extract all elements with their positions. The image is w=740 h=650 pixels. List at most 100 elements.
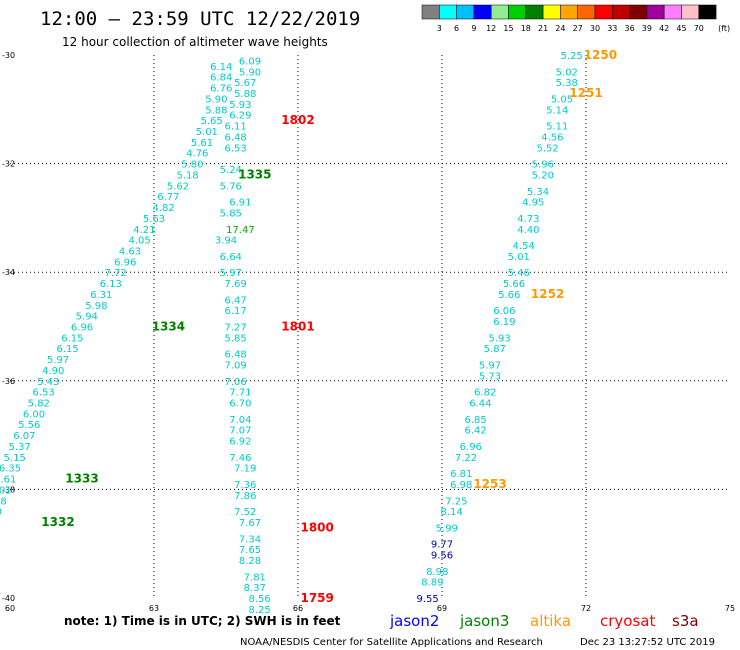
wave-height-value: 4.95 <box>522 198 544 209</box>
scale-swatch <box>577 4 596 20</box>
scale-swatch <box>612 4 630 20</box>
y-tick-label: -40 <box>2 594 15 603</box>
wave-height-value: 6.64 <box>220 252 242 263</box>
scale-swatch <box>560 4 578 20</box>
pass-time-label: 1251 <box>569 86 602 100</box>
chart-title: 12:00 – 23:59 UTC 12/22/2019 <box>40 8 360 30</box>
wave-height-value: 6.01 <box>0 485 12 496</box>
wave-height-value: 5.25 <box>560 51 582 62</box>
wave-height-value: 5.96 <box>532 160 554 171</box>
wave-height-value: 8.28 <box>239 556 261 567</box>
wave-height-value: 5.90 <box>239 67 261 78</box>
scale-label: 15 <box>503 24 513 33</box>
wave-height-value: 6.47 <box>224 295 246 306</box>
wave-height-value: 7.22 <box>455 453 477 464</box>
satellite-legend-cryosat: cryosat <box>600 612 655 630</box>
wave-height-value: 7.25 <box>445 496 467 507</box>
scale-swatch <box>439 4 457 20</box>
wave-height-value: 6.91 <box>229 198 251 209</box>
wave-height-value: 5.61 <box>191 138 213 149</box>
wave-height-value: 4.05 <box>128 236 150 247</box>
wave-height-value: 5.98 <box>85 301 107 312</box>
chart-subtitle: 12 hour collection of altimeter wave hei… <box>62 35 328 49</box>
scale-swatch <box>681 4 700 20</box>
wave-height-value: 6.15 <box>61 333 83 344</box>
wave-height-value: 7.04 <box>229 415 251 426</box>
pass-time-label: 1801 <box>281 320 314 334</box>
wave-height-value: 5.94 <box>76 312 98 323</box>
scale-label: 3 <box>437 24 442 33</box>
x-tick-label: 72 <box>581 604 591 613</box>
satellite-legend-jason3: jason3 <box>459 612 509 630</box>
wave-height-value: 5.99 <box>436 523 458 534</box>
wave-height-value: 7.07 <box>229 426 251 437</box>
wave-height-value: 4.56 <box>541 132 563 143</box>
wave-height-value: 4.82 <box>152 203 174 214</box>
wave-height-value: 5.24 <box>220 165 242 176</box>
wave-height-value: 7.72 <box>104 268 126 279</box>
x-tick-label: 63 <box>149 604 159 613</box>
wave-height-value: 7.81 <box>244 572 266 583</box>
wave-height-value: 6.76 <box>210 84 232 95</box>
axis-ticks: 60 63 66 69 72 75 -30 -32 -34 -36 -38 -40 <box>2 51 735 613</box>
wave-height-value: 7.46 <box>229 453 251 464</box>
scale-label: 30 <box>590 24 600 33</box>
wave-height-value: 4.63 <box>119 246 141 257</box>
wave-height-value: 5.65 <box>200 116 222 127</box>
scale-swatch <box>629 4 648 20</box>
wave-height-value: 7.34 <box>239 534 261 545</box>
y-tick-label: -30 <box>2 51 15 60</box>
scale-label: 6 <box>454 24 459 33</box>
scale-swatch <box>508 4 527 20</box>
x-tick-label: 66 <box>293 604 303 613</box>
wave-height-value: 9.77 <box>431 540 453 551</box>
wave-height-value: 5.56 <box>18 420 40 431</box>
wave-height-value: 5.61 <box>0 475 16 486</box>
wave-height-value: 8.56 <box>248 594 270 605</box>
x-tick-label: 60 <box>5 604 15 613</box>
wave-height-value: 5.66 <box>503 279 525 290</box>
scale-swatch <box>698 4 717 20</box>
wave-height-value: 4.54 <box>512 241 534 252</box>
color-scale-legend: 3 6 9 12 15 18 21 24 27 30 33 36 39 42 45 70 (ft) <box>421 4 730 33</box>
scale-label: 36 <box>625 24 635 33</box>
wave-height-value: 6.00 <box>23 409 45 420</box>
scale-swatch <box>525 4 544 20</box>
wave-height-value: 7.52 <box>234 507 256 518</box>
wave-height-value: 6.85 <box>464 415 486 426</box>
wave-height-value: 5.97 <box>47 355 69 366</box>
wave-height-value: 5.62 <box>167 181 189 192</box>
wave-height-value: 8.98 <box>426 567 448 578</box>
footer-agency: NOAA/NESDIS Center for Satellite Applica… <box>240 637 543 648</box>
wave-height-value: 7.86 <box>234 491 256 502</box>
footer-timestamp: Dec 23 13:27:52 UTC 2019 <box>580 637 715 648</box>
scale-label: 39 <box>642 24 652 33</box>
wave-height-value: 6.42 <box>464 426 486 437</box>
wave-height-value: 5.02 <box>556 67 578 78</box>
wave-height-value: 7.67 <box>239 518 261 529</box>
wave-height-value: 6.15 <box>56 344 78 355</box>
wave-height-value: 5.20 <box>532 170 554 181</box>
wave-height-value: 6.44 <box>469 399 491 410</box>
pass-time-label: 1759 <box>300 591 333 605</box>
wave-height-value: 4.73 <box>517 214 539 225</box>
y-tick-label: -38 <box>2 485 15 494</box>
wave-height-value: 7.27 <box>224 323 246 334</box>
wave-height-value: 8.25 <box>248 605 270 616</box>
wave-height-value: 5.63 <box>143 214 165 225</box>
pass-time-label: 1332 <box>41 515 74 529</box>
wave-height-value: 7.06 <box>224 377 246 388</box>
wave-height-value: 4.76 <box>186 149 208 160</box>
wave-height-value: 5.73 <box>479 371 501 382</box>
scale-label: 42 <box>659 24 669 33</box>
scale-swatch <box>490 4 509 20</box>
wave-height-value: 5.18 <box>176 170 198 181</box>
pass-time-label: 1334 <box>152 320 185 334</box>
wave-height-value: 6.77 <box>157 192 179 203</box>
wave-height-value: 6.07 <box>13 431 35 442</box>
wave-height-value: 5.37 <box>8 442 30 453</box>
scale-swatch <box>421 4 440 20</box>
note-text: note: 1) Time is in UTC; 2) SWH is in fe… <box>64 614 341 628</box>
wave-height-value: 6.81 <box>450 469 472 480</box>
